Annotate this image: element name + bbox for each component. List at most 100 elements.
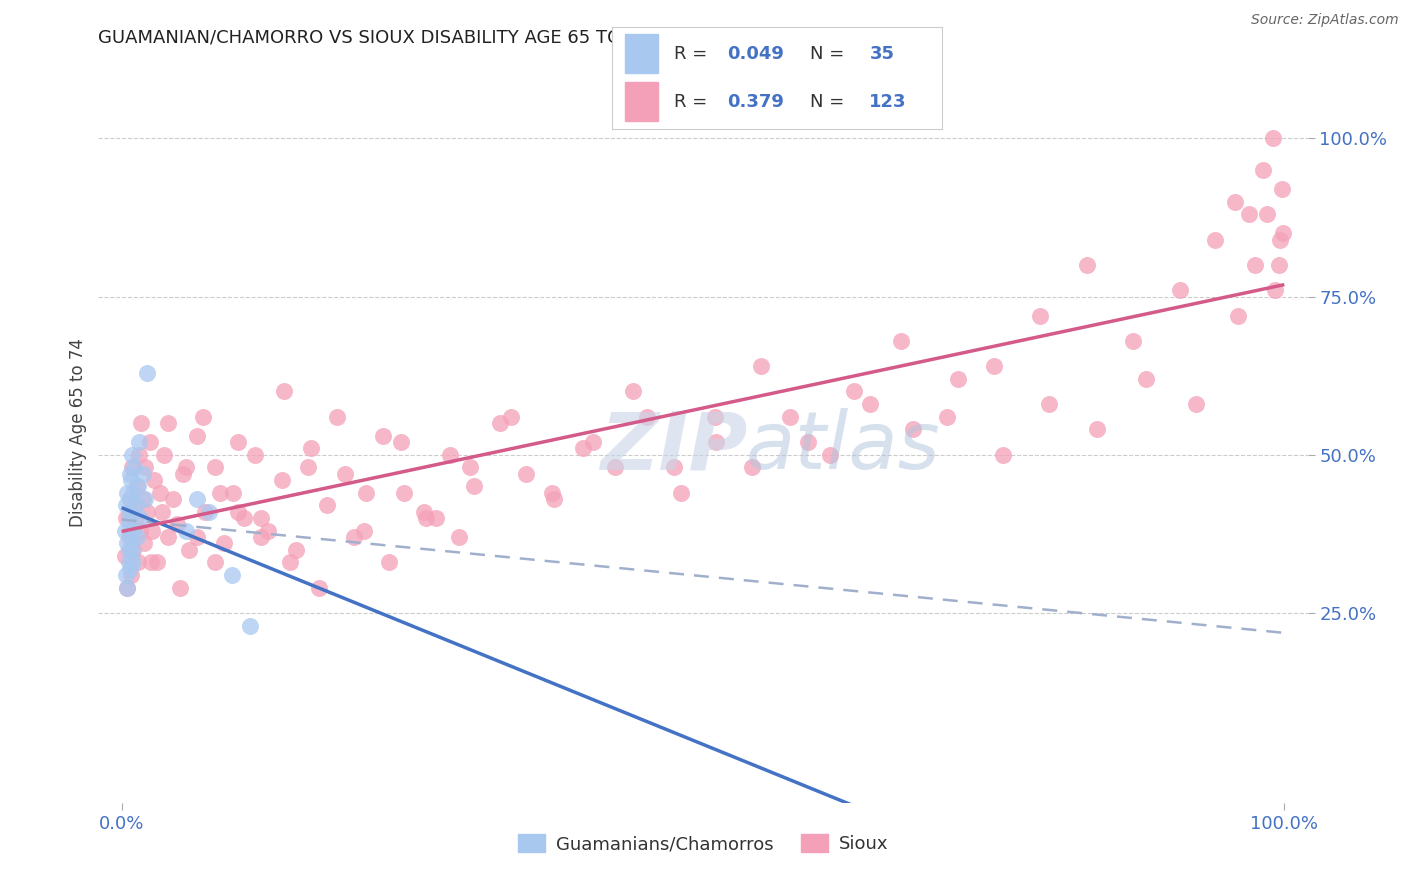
Point [273,384,295,399]
Point [297,460,319,475]
Point [204,555,226,569]
Point [118,530,141,544]
Text: Source: ZipAtlas.com: Source: ZipAtlas.com [1251,13,1399,28]
Point [162,491,184,506]
Point [114,549,136,563]
Point [118,491,141,506]
Text: atlas: atlas [745,409,941,486]
Text: N =: N = [810,45,849,63]
Point [285,542,308,557]
Point [1204,233,1226,247]
Point [413,505,436,519]
Point [152,448,174,462]
Point [120,530,142,544]
Point [194,505,217,519]
Text: 123: 123 [869,93,907,111]
Point [703,409,725,424]
Point [425,511,447,525]
Point [1253,163,1275,178]
Point [1029,309,1052,323]
Point [166,517,188,532]
Point [118,511,141,525]
Point [447,530,470,544]
Point [669,485,692,500]
Text: ZIP: ZIP [600,409,748,486]
Point [572,442,595,456]
Point [186,429,208,443]
Point [121,542,143,557]
Point [129,524,152,538]
Point [118,562,141,576]
Point [818,448,841,462]
Point [174,460,197,475]
Point [118,467,141,481]
Point [741,460,763,475]
Point [186,491,208,506]
Point [1268,233,1291,247]
Point [120,473,142,487]
Point [903,422,925,436]
Point [157,530,180,544]
Point [1038,397,1060,411]
Point [131,467,153,481]
Point [128,435,150,450]
Point [1244,258,1267,272]
Point [138,435,160,450]
Point [172,467,194,481]
Point [936,409,959,424]
Point [179,542,201,557]
Point [983,359,1005,374]
Point [115,499,138,513]
Point [515,467,537,481]
Bar [624,82,658,121]
Point [1185,397,1208,411]
Point [157,416,180,430]
Point [124,460,146,475]
Point [1135,372,1157,386]
Point [333,467,356,481]
Text: 0.049: 0.049 [727,45,785,63]
Point [844,384,866,399]
Point [221,568,243,582]
Point [117,581,139,595]
Point [796,435,818,450]
Point [150,505,173,519]
Point [226,435,249,450]
Point [1085,422,1108,436]
Y-axis label: Disability Age 65 to 74: Disability Age 65 to 74 [69,338,87,527]
Point [136,505,159,519]
Point [131,491,153,506]
Point [186,530,208,544]
Point [636,409,658,424]
Point [540,485,562,500]
Point [991,448,1014,462]
Point [232,511,254,525]
Point [222,485,245,500]
Point [353,524,375,538]
Point [299,442,322,456]
Point [122,485,145,500]
Point [115,511,138,525]
Point [121,448,143,462]
Point [460,460,482,475]
Point [415,511,437,525]
Point [890,334,912,348]
Point [143,473,166,487]
Point [131,416,153,430]
Point [122,542,145,557]
Point [662,460,685,475]
Point [134,460,156,475]
Point [779,409,801,424]
Point [120,505,142,519]
Point [1267,258,1289,272]
Text: GUAMANIAN/CHAMORRO VS SIOUX DISABILITY AGE 65 TO 74 CORRELATION CHART: GUAMANIAN/CHAMORRO VS SIOUX DISABILITY A… [98,29,851,47]
Point [501,409,523,424]
Point [118,555,141,569]
Point [118,517,141,532]
Point [250,530,273,544]
Point [704,435,727,450]
Point [621,384,644,399]
Point [463,479,485,493]
Point [120,568,142,582]
Point [127,555,149,569]
